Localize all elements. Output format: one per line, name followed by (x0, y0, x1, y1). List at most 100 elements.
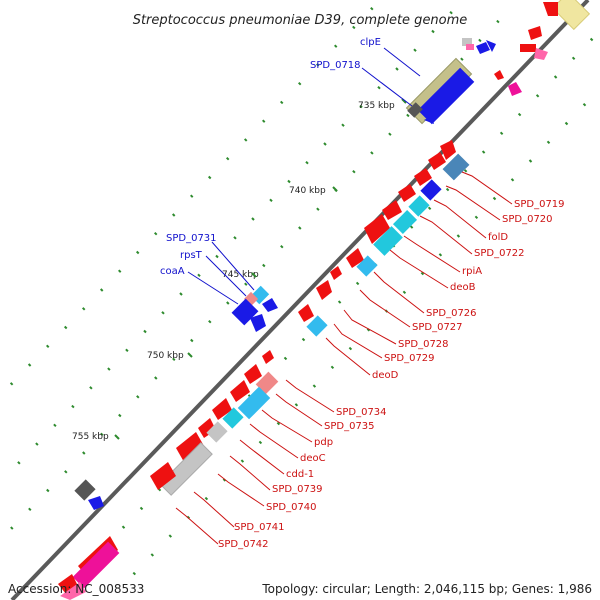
gene-feature[interactable] (255, 371, 279, 395)
gene-feature-SPD_0718[interactable] (407, 102, 423, 118)
gene-label-SPD_0734[interactable]: SPD_0734 (336, 407, 387, 418)
gene-feature[interactable] (230, 380, 250, 402)
ring-dot (449, 10, 453, 15)
gene-feature[interactable] (392, 209, 418, 235)
gene-feature[interactable] (440, 140, 456, 160)
callout-line (261, 409, 313, 443)
gene-label-deoD[interactable]: deoD (372, 370, 399, 381)
gene-label-SPD_0727[interactable]: SPD_0727 (412, 322, 463, 333)
gene-feature[interactable] (222, 407, 244, 429)
gene-label-pdp[interactable]: pdp (314, 437, 333, 448)
gene-label-SPD_0729[interactable]: SPD_0729 (384, 353, 435, 364)
gene-label-SPD_0719[interactable]: SPD_0719 (514, 199, 565, 210)
gene-feature[interactable] (306, 315, 328, 337)
gene-feature[interactable] (420, 179, 442, 201)
gene-feature[interactable] (442, 153, 470, 181)
gene-feature[interactable] (364, 214, 390, 244)
gene-feature[interactable] (346, 248, 364, 268)
gene-feature[interactable] (417, 67, 475, 125)
gene-feature[interactable] (262, 298, 278, 312)
gene-label-cdd-1[interactable]: cdd-1 (286, 469, 314, 480)
gene-feature[interactable] (212, 398, 232, 420)
ring-dot (333, 44, 338, 48)
gene-label-rpiA[interactable]: rpiA (462, 266, 482, 277)
callout-line (359, 289, 411, 328)
gene-feature[interactable] (486, 40, 496, 52)
gene-feature[interactable] (414, 168, 432, 186)
gene-feature[interactable] (262, 350, 274, 364)
ring-dot (474, 215, 479, 220)
gene-feature[interactable] (150, 462, 176, 490)
gene-feature[interactable] (382, 200, 402, 220)
ring-dot (27, 363, 32, 367)
scale-tick-label-735: 735 kbp (358, 101, 395, 111)
gene-label-SPD_0726[interactable]: SPD_0726 (426, 308, 477, 319)
ring-dot (99, 288, 104, 292)
gene-feature[interactable] (528, 26, 542, 40)
gene-label-folD[interactable]: folD (488, 232, 508, 243)
gene-feature[interactable] (543, 2, 558, 16)
gene-feature[interactable] (316, 280, 332, 300)
gene-label-deoB[interactable]: deoB (450, 282, 476, 293)
gene-label-SPD_0740[interactable]: SPD_0740 (266, 502, 317, 513)
gene-label-SPD_0739[interactable]: SPD_0739 (272, 484, 323, 495)
ring-dot (233, 236, 237, 240)
gene-feature[interactable] (74, 479, 96, 501)
ring-dot (45, 344, 50, 349)
gene-label-deoC[interactable]: deoC (300, 453, 326, 464)
gene-label-SPD_0741[interactable]: SPD_0741 (234, 522, 285, 533)
gene-feature[interactable] (534, 48, 548, 60)
gene-label-SPD_0720[interactable]: SPD_0720 (502, 214, 553, 225)
gene-feature[interactable] (424, 116, 434, 124)
ring-dot (46, 488, 50, 493)
gene-feature[interactable] (176, 432, 204, 462)
gene-label-rpsT[interactable]: rpsT (180, 250, 203, 261)
callout-line (325, 337, 371, 376)
gene-label-clpE[interactable]: clpE (360, 37, 381, 48)
ring-dot (135, 250, 140, 255)
gene-label-SPD_0722[interactable]: SPD_0722 (474, 248, 525, 259)
gene-label-SPD_0728[interactable]: SPD_0728 (398, 339, 449, 350)
ring-dot (153, 231, 158, 236)
gene-feature[interactable] (356, 255, 378, 277)
gene-feature[interactable] (88, 496, 104, 510)
ring-dot (582, 102, 587, 107)
gene-label-SPD_0718[interactable]: SPD_0718 (310, 60, 361, 71)
gene-label-SPD_0742[interactable]: SPD_0742 (218, 539, 269, 550)
gene-label-coaA[interactable]: coaA (160, 266, 185, 277)
callout-line (211, 241, 255, 291)
gene-feature[interactable] (159, 442, 213, 496)
gene-feature[interactable] (298, 304, 314, 322)
gene-feature[interactable] (476, 42, 490, 54)
ring-dot (121, 525, 126, 529)
ring-dot (197, 273, 201, 278)
scale-tick-mark (401, 98, 407, 104)
ring-dot (481, 150, 486, 154)
gene-feature[interactable] (60, 582, 86, 600)
gene-feature[interactable] (520, 44, 536, 52)
ring-dot (208, 319, 212, 324)
gene-feature[interactable] (494, 70, 504, 80)
ring-dot (171, 213, 176, 217)
gene-feature[interactable] (466, 44, 474, 50)
gene-feature[interactable] (373, 226, 403, 256)
gene-feature-coaA[interactable] (231, 298, 259, 326)
gene-feature[interactable] (508, 82, 522, 96)
ring-dot (190, 338, 194, 343)
gene-feature[interactable] (428, 152, 446, 170)
gene-feature[interactable] (206, 421, 228, 443)
gene-label-SPD_0735[interactable]: SPD_0735 (324, 421, 375, 432)
gene-label-SPD_0731[interactable]: SPD_0731 (166, 233, 217, 244)
gene-feature[interactable] (250, 314, 266, 332)
gene-feature[interactable] (408, 195, 430, 217)
feature-layer (58, 0, 591, 600)
ring-dot (287, 179, 291, 184)
gene-feature[interactable] (551, 0, 591, 31)
gene-feature[interactable] (237, 386, 271, 420)
gene-feature[interactable] (244, 364, 262, 384)
gene-feature[interactable] (72, 541, 120, 589)
gene-feature[interactable] (330, 266, 342, 280)
ring-dot (139, 506, 144, 511)
gene-feature[interactable] (398, 184, 416, 202)
ring-dot (240, 459, 245, 463)
